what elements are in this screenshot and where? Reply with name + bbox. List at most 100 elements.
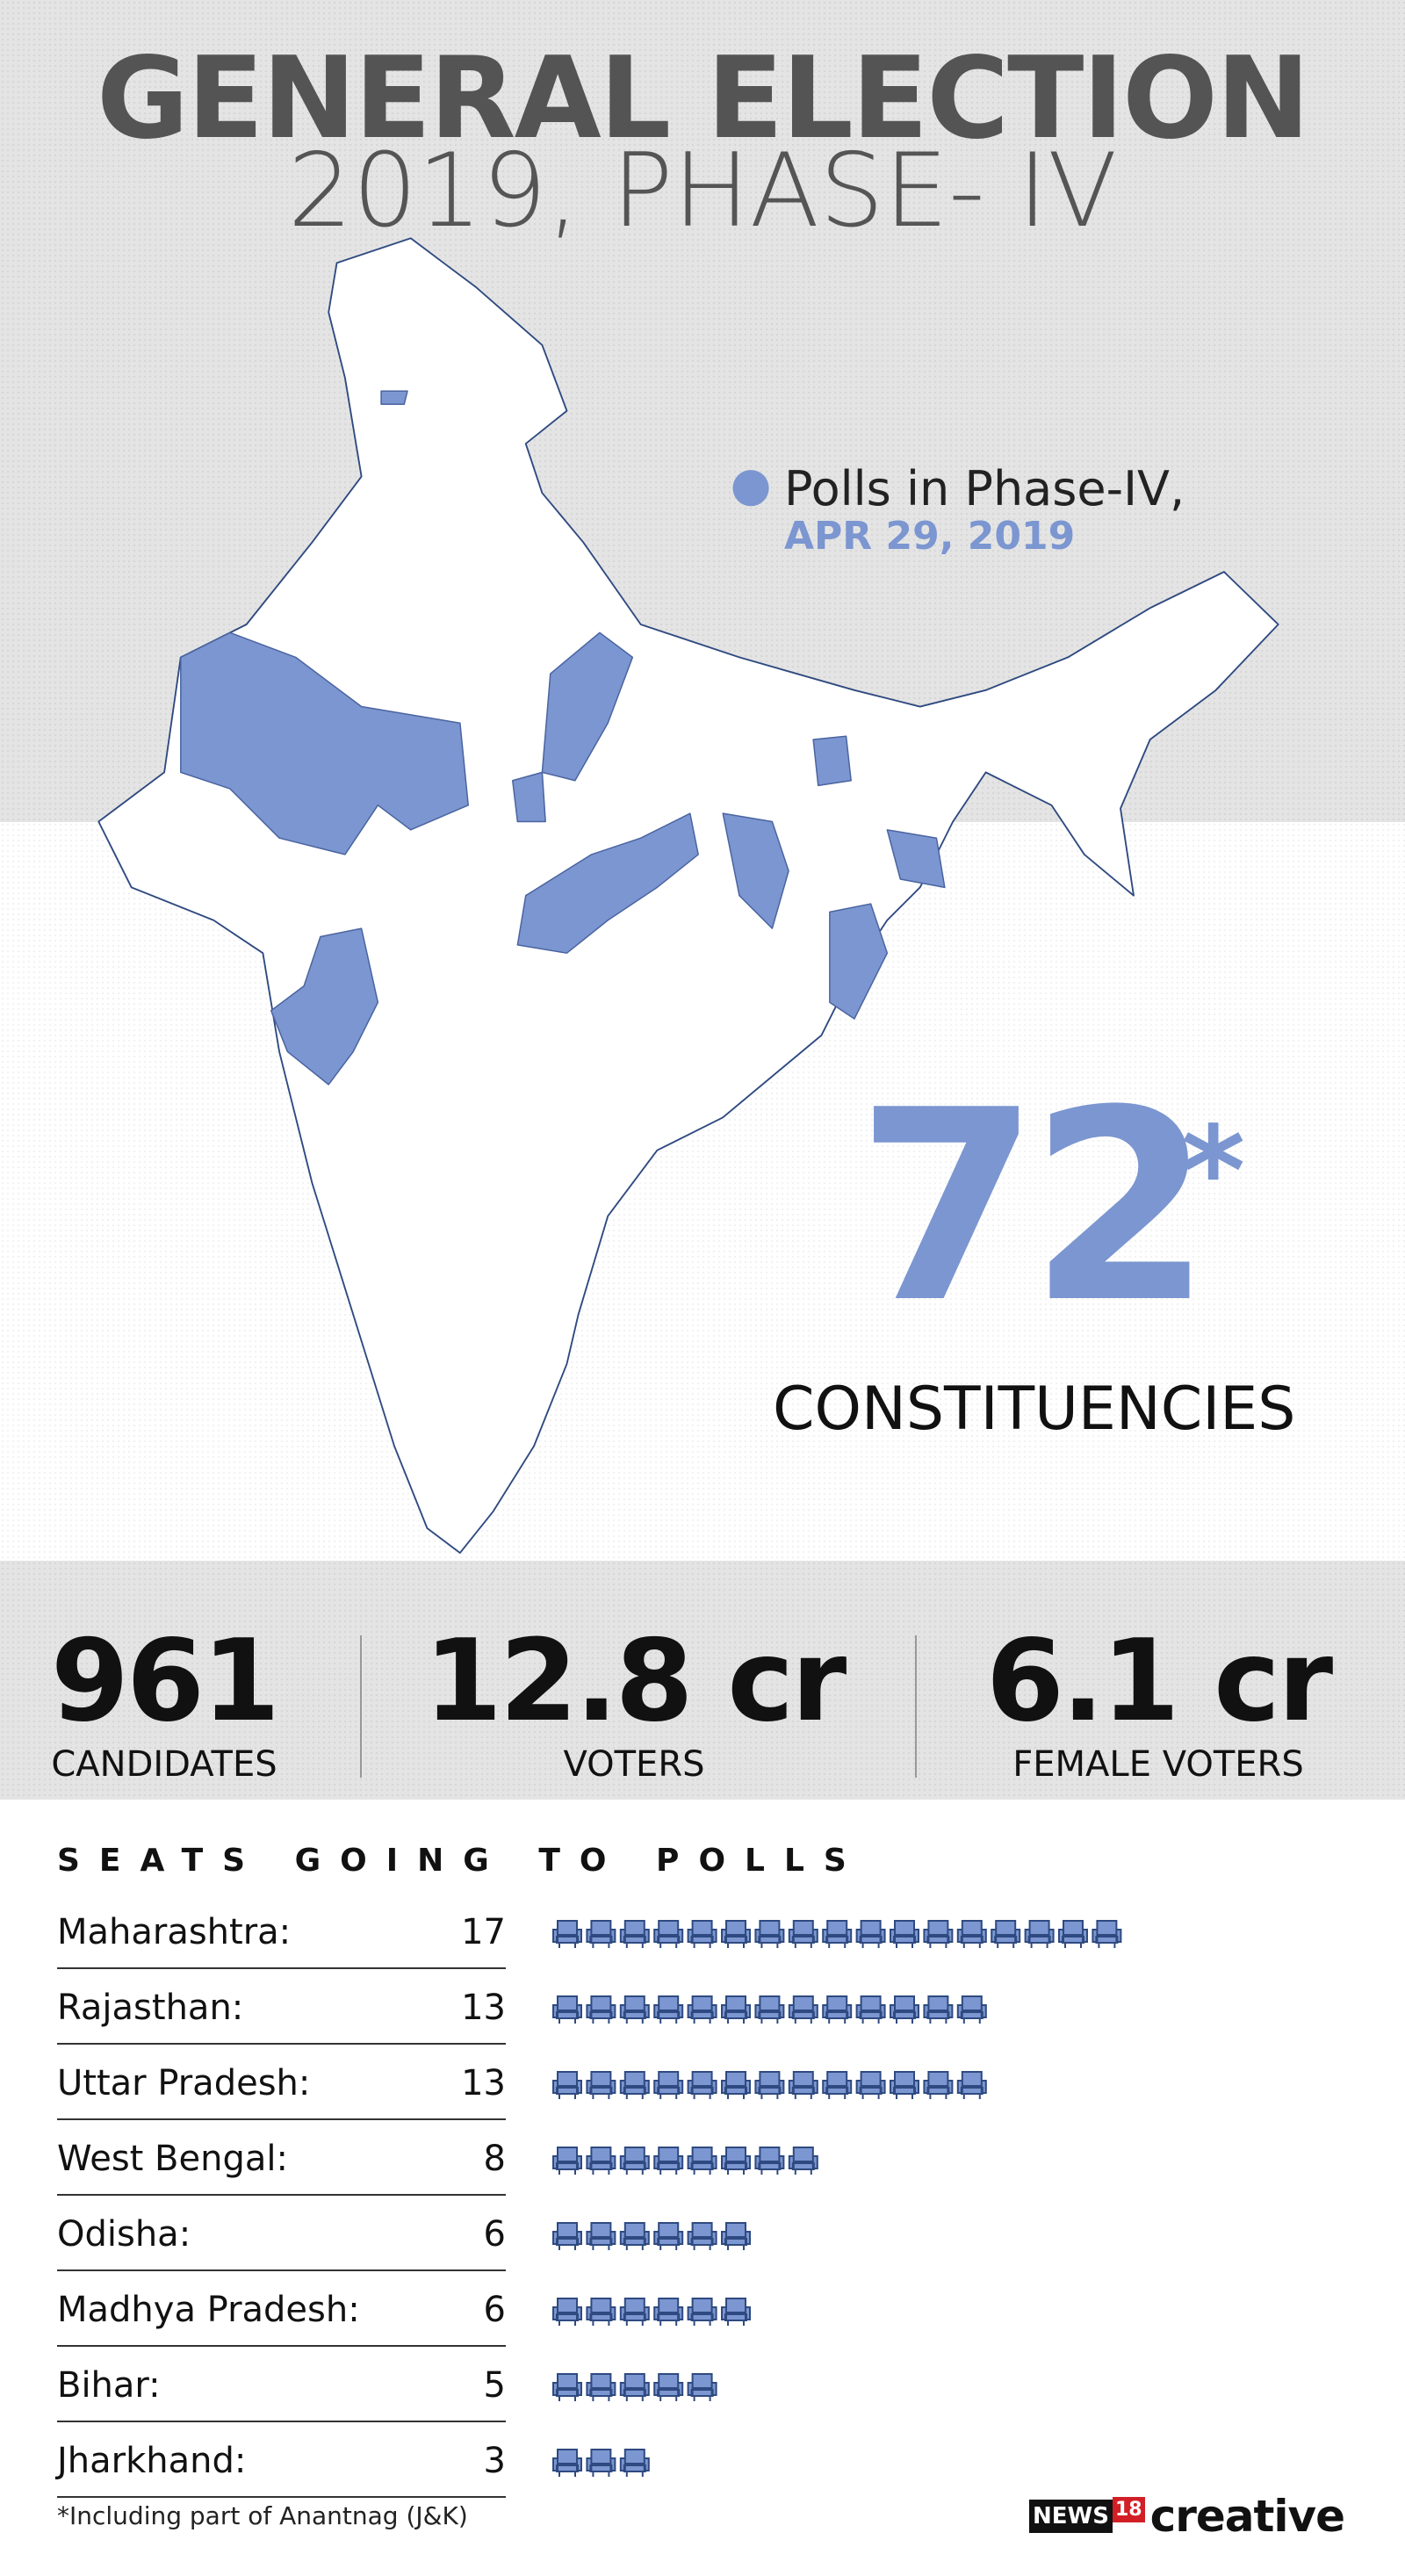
seat-icon bbox=[619, 2222, 650, 2250]
seat-shape bbox=[890, 1995, 919, 2024]
seat-icon bbox=[822, 2071, 853, 2099]
seat-shape bbox=[1058, 1920, 1088, 1948]
seat-shape bbox=[991, 1920, 1021, 1948]
seat-icon bbox=[956, 1920, 987, 1948]
seat-shape bbox=[956, 2071, 987, 2099]
seat-icon bbox=[552, 1920, 582, 1948]
seat-icon bbox=[552, 2449, 582, 2477]
subtitle: 2019, PHASE- IV bbox=[287, 132, 1118, 250]
seat-shape bbox=[822, 1995, 853, 2024]
stat-label: VOTERS bbox=[563, 1744, 705, 1786]
seat-icon bbox=[1058, 1920, 1088, 1948]
seat-icon bbox=[687, 2147, 717, 2175]
seat-icon bbox=[721, 2071, 751, 2099]
phase-region bbox=[380, 390, 408, 406]
seat-shape bbox=[721, 2147, 751, 2175]
seat-icon bbox=[687, 1920, 717, 1948]
seat-shape bbox=[653, 2298, 684, 2326]
seat-icon bbox=[552, 2373, 582, 2401]
seat-shape bbox=[822, 2071, 853, 2099]
logo: NEWS 18 creative bbox=[1029, 2491, 1345, 2542]
seat-shape bbox=[788, 1995, 818, 2024]
title: GENERAL ELECTION bbox=[96, 33, 1310, 164]
seat-shape bbox=[653, 1920, 684, 1948]
seat-shape bbox=[1024, 1920, 1055, 1948]
seat-shape bbox=[721, 1920, 751, 1948]
seat-count: 8 bbox=[483, 2139, 506, 2179]
seat-shape bbox=[552, 2222, 582, 2250]
seat-shape bbox=[586, 2071, 616, 2099]
seat-icon bbox=[991, 1920, 1021, 1948]
seat-shape bbox=[956, 1920, 987, 1948]
seat-icon bbox=[754, 2071, 785, 2099]
seat-icon bbox=[552, 1995, 582, 2024]
seat-count: 13 bbox=[461, 1988, 506, 2028]
logo-number: 18 bbox=[1112, 2496, 1145, 2522]
divider bbox=[360, 1635, 362, 1778]
seat-icon bbox=[653, 2071, 684, 2099]
seat-shape bbox=[687, 2222, 717, 2250]
seat-icon bbox=[687, 2373, 717, 2401]
seat-icon bbox=[619, 2071, 650, 2099]
stats-background bbox=[0, 1561, 1405, 1800]
footnote: *Including part of Anantnag (J&K) bbox=[57, 2501, 468, 2530]
seat-icon bbox=[586, 2449, 616, 2477]
seat-shape bbox=[721, 1995, 751, 2024]
seat-shape bbox=[619, 2071, 650, 2099]
seat-shape bbox=[586, 2147, 616, 2175]
seat-icon bbox=[721, 2222, 751, 2250]
seat-icon bbox=[552, 2071, 582, 2099]
seat-shape bbox=[619, 1995, 650, 2024]
seat-icon bbox=[586, 2147, 616, 2175]
seat-shape bbox=[586, 1920, 616, 1948]
seat-shape bbox=[687, 2373, 717, 2401]
phase-region bbox=[722, 812, 789, 929]
seat-shape bbox=[754, 2071, 785, 2099]
seat-icon bbox=[552, 2298, 582, 2326]
stat: 12.8 cr VOTERS bbox=[406, 1622, 862, 1786]
seat-shape bbox=[687, 2147, 717, 2175]
seat-shape bbox=[788, 1920, 818, 1948]
seat-shape bbox=[923, 1995, 954, 2024]
phase-region bbox=[512, 771, 546, 823]
row-divider bbox=[57, 2194, 506, 2196]
row-divider bbox=[57, 2345, 506, 2347]
seat-icon bbox=[552, 2222, 582, 2250]
seat-shape bbox=[619, 2222, 650, 2250]
stat-label: FEMALE VOTERS bbox=[1012, 1744, 1304, 1786]
seat-shape bbox=[653, 2373, 684, 2401]
seat-shape bbox=[586, 1995, 616, 2024]
map bbox=[97, 237, 1279, 1555]
seat-shape bbox=[552, 2071, 582, 2099]
seat-shape bbox=[721, 2222, 751, 2250]
phase-region bbox=[886, 829, 946, 889]
seat-shape bbox=[619, 2449, 650, 2477]
seat-shape bbox=[890, 2071, 919, 2099]
seat-shape bbox=[687, 2071, 717, 2099]
seat-icon bbox=[619, 2298, 650, 2326]
highlight-asterisk: * bbox=[1181, 1100, 1246, 1244]
stat: 961 CANDIDATES bbox=[0, 1616, 393, 1785]
seat-icon bbox=[687, 1995, 717, 2024]
seat-shape bbox=[653, 2071, 684, 2099]
stat-value: 6.1 cr bbox=[985, 1616, 1333, 1747]
seat-count: 5 bbox=[483, 2365, 506, 2406]
row-divider bbox=[57, 2118, 506, 2120]
phase-region bbox=[180, 631, 469, 855]
seat-icon bbox=[653, 2222, 684, 2250]
seat-icon bbox=[923, 1920, 954, 1948]
logo-brand: NEWS bbox=[1029, 2500, 1113, 2533]
seat-shape bbox=[923, 1920, 954, 1948]
seat-icon bbox=[923, 1995, 954, 2024]
seat-icon bbox=[619, 2147, 650, 2175]
seat-icon bbox=[653, 1920, 684, 1948]
seat-icon bbox=[653, 2147, 684, 2175]
stat-value: 961 bbox=[50, 1616, 280, 1747]
seat-icon bbox=[754, 1920, 785, 1948]
state-name: Rajasthan: bbox=[57, 1988, 244, 2028]
seat-shape bbox=[687, 2298, 717, 2326]
seat-icon bbox=[721, 2298, 751, 2326]
seat-icon bbox=[1092, 1920, 1122, 1948]
state-name: Jharkhand: bbox=[57, 2441, 247, 2481]
seat-icon bbox=[956, 1995, 987, 2024]
